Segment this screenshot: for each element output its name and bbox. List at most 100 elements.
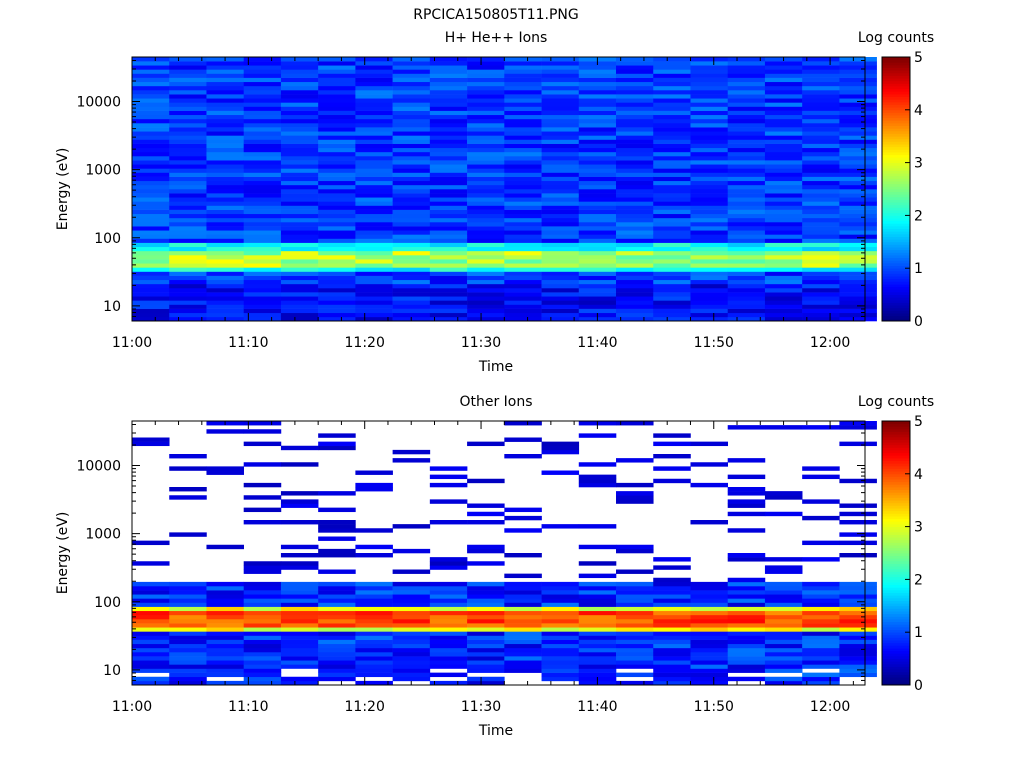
heatmap-cell <box>653 304 691 309</box>
colorbar-swatch <box>882 500 910 504</box>
heatmap-cell <box>318 614 356 620</box>
heatmap-cell <box>764 312 803 318</box>
heatmap-cell <box>839 263 877 268</box>
heatmap-cell <box>355 139 393 144</box>
heatmap-cell <box>132 292 170 297</box>
heatmap-cell <box>504 57 542 62</box>
colorbar-swatch <box>882 225 910 229</box>
heatmap-cell <box>616 85 654 91</box>
heatmap-cell <box>764 147 803 153</box>
heatmap-cell <box>578 193 617 198</box>
colorbar-swatch <box>882 228 910 232</box>
colorbar-swatch <box>882 257 910 261</box>
heatmap-cell <box>132 656 170 661</box>
colorbar-swatch <box>882 666 910 670</box>
heatmap-cell <box>355 189 393 194</box>
heatmap-cell <box>169 57 207 62</box>
heatmap-cell <box>392 598 431 603</box>
x-tick-label: 12:00 <box>810 699 850 715</box>
y-tick-label: 10000 <box>76 459 121 475</box>
heatmap-cell <box>467 197 505 202</box>
heatmap-cell <box>467 139 505 144</box>
heatmap-cell <box>280 627 319 632</box>
heatmap-cell <box>318 528 356 533</box>
heatmap-cell <box>429 238 468 243</box>
heatmap-cell <box>764 569 803 574</box>
heatmap-cell <box>467 213 505 219</box>
heatmap-cell <box>578 606 617 612</box>
heatmap-cell <box>132 623 170 628</box>
heatmap-cell <box>616 90 654 95</box>
heatmap-cell <box>616 598 654 603</box>
heatmap-cell <box>169 308 207 314</box>
heatmap-cell <box>541 57 580 62</box>
heatmap-cell <box>280 491 319 496</box>
heatmap-cell <box>132 193 170 198</box>
heatmap-cell <box>429 209 468 215</box>
heatmap-cell <box>318 57 356 62</box>
heatmap-cell <box>653 123 691 128</box>
heatmap-cell <box>243 267 282 272</box>
heatmap-cell <box>132 300 170 305</box>
colorbar-swatch <box>882 72 910 76</box>
heatmap-cell <box>467 73 505 78</box>
heatmap-cell <box>802 606 840 612</box>
heatmap-cell <box>653 627 691 632</box>
heatmap-cell <box>690 143 729 149</box>
heatmap-cell <box>690 267 729 272</box>
colorbar-swatch <box>882 571 910 575</box>
panel2-heatmap-cells <box>132 421 877 686</box>
heatmap-cell <box>690 205 729 210</box>
heatmap-cell <box>504 581 542 587</box>
heatmap-cell <box>616 81 654 87</box>
heatmap-cell <box>355 102 393 107</box>
heatmap-cell <box>429 602 468 607</box>
colorbar-swatch <box>882 281 910 285</box>
colorbar-swatch <box>882 611 910 615</box>
colorbar-swatch <box>882 178 910 182</box>
colorbar-swatch <box>882 661 910 665</box>
heatmap-cell <box>206 660 244 665</box>
colorbar-tick-label: 4 <box>914 103 923 119</box>
heatmap-cell <box>727 143 766 149</box>
heatmap-cell <box>355 160 393 165</box>
heatmap-cell <box>727 594 766 599</box>
heatmap-cell <box>541 300 580 305</box>
colorbar-swatch <box>882 434 910 438</box>
colorbar-swatch <box>882 457 910 461</box>
heatmap-cell <box>653 234 691 239</box>
heatmap-cell <box>243 164 282 169</box>
heatmap-cell <box>467 102 505 107</box>
panel2-title: Other Ions <box>459 394 532 410</box>
heatmap-cell <box>578 139 617 144</box>
heatmap-cell <box>355 631 393 636</box>
heatmap-cell <box>616 139 654 144</box>
heatmap-cell <box>429 94 468 99</box>
heatmap-cell <box>467 222 505 227</box>
heatmap-cell <box>727 602 766 607</box>
heatmap-cell <box>132 73 170 78</box>
x-tick-label: 11:20 <box>345 335 385 351</box>
heatmap-cell <box>578 205 617 210</box>
heatmap-cell <box>392 586 431 591</box>
heatmap-cell <box>690 441 729 447</box>
colorbar-swatch <box>882 78 910 82</box>
colorbar-swatch <box>882 640 910 644</box>
heatmap-cell <box>467 209 505 215</box>
heatmap-cell <box>392 127 431 132</box>
heatmap-cell <box>839 238 877 243</box>
heatmap-cell <box>392 652 431 657</box>
heatmap-cell <box>429 288 468 293</box>
heatmap-cell <box>541 230 580 235</box>
heatmap-cell <box>802 110 840 116</box>
heatmap-cell <box>318 524 356 529</box>
heatmap-cell <box>169 495 207 500</box>
heatmap-cell <box>392 139 431 144</box>
x-tick-label: 12:00 <box>810 335 850 351</box>
heatmap-cell <box>541 590 580 595</box>
heatmap-cell <box>355 135 393 140</box>
heatmap-cell <box>653 610 691 616</box>
heatmap-cell <box>616 660 654 665</box>
heatmap-cell <box>467 246 505 252</box>
